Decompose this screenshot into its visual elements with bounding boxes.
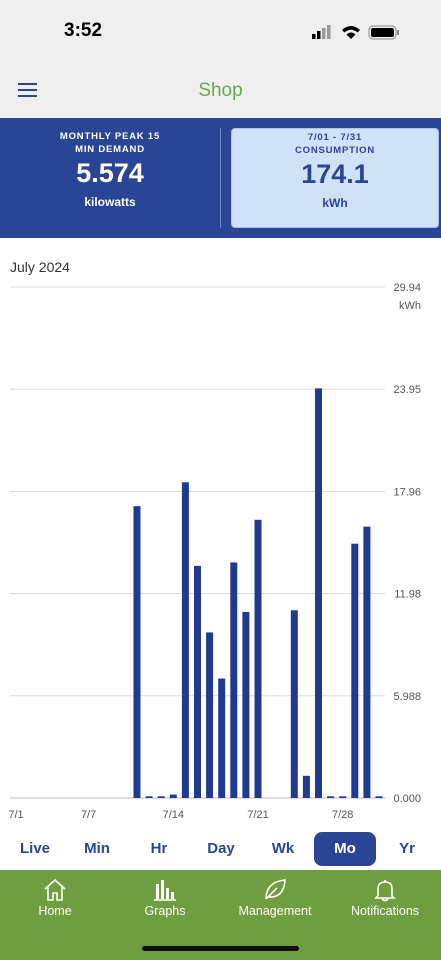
bar — [327, 796, 335, 798]
y-tick-label: 29.94 — [393, 282, 421, 294]
nav-label: Management — [238, 904, 312, 918]
bar — [339, 796, 347, 798]
bar — [290, 610, 298, 798]
card-label: 7/01 - 7/31 CONSUMPTION — [232, 131, 438, 157]
chart-title: July 2024 — [10, 259, 70, 275]
bell-icon — [374, 880, 396, 902]
tab[interactable]: Day — [207, 840, 235, 857]
nav-label: Graphs — [144, 904, 186, 918]
bar — [315, 388, 322, 798]
y-tick-label: 17.96 — [393, 486, 421, 498]
nav-item[interactable]: Management — [220, 878, 330, 918]
bar — [375, 796, 383, 798]
card-label: MONTHLY PEAK 15 MIN DEMAND — [10, 130, 210, 156]
bar — [242, 611, 250, 798]
label-line: MONTHLY PEAK 15 — [59, 131, 161, 142]
nav-label: Notifications — [350, 904, 420, 918]
page-title: Shop — [198, 80, 243, 101]
bar — [230, 562, 238, 798]
status-time: 3:52 — [64, 20, 103, 41]
leaf-icon — [265, 879, 286, 900]
y-unit: kWh — [399, 300, 421, 312]
y-tick-label: 23.95 — [393, 384, 421, 396]
nav-item[interactable]: Notifications — [330, 878, 440, 918]
bar — [254, 519, 262, 798]
label-line: 7/01 - 7/31 — [307, 132, 363, 143]
x-tick-label: 7/28 — [332, 809, 353, 821]
separator — [220, 128, 221, 228]
graphs-icon — [154, 880, 176, 901]
bar — [302, 775, 310, 798]
menu-button[interactable] — [18, 82, 38, 98]
x-tick-label: 7/21 — [247, 809, 268, 821]
tab[interactable]: Wk — [271, 840, 295, 857]
x-tick-label: 7/1 — [8, 809, 23, 821]
x-tick-label: 7/14 — [163, 809, 184, 821]
nav-label: Home — [38, 904, 72, 918]
home-indicator — [142, 946, 299, 951]
card-unit: kilowatts — [84, 195, 136, 209]
bar — [351, 543, 359, 798]
y-tick-label: 5.988 — [393, 691, 421, 703]
bar — [218, 678, 226, 798]
tab-bar: Live Min Hr Day Wk Mo Yr — [0, 832, 441, 868]
tab[interactable]: Hr — [150, 840, 168, 857]
top-bar — [0, 0, 441, 118]
home-icon — [44, 878, 66, 901]
bar — [206, 632, 214, 798]
bar — [157, 796, 165, 798]
x-tick-label: 7/7 — [81, 809, 96, 821]
bar — [363, 526, 371, 798]
bar — [181, 482, 189, 798]
summary-card[interactable]: MONTHLY PEAK 15 MIN DEMAND 5.574 kilowatt… — [10, 128, 210, 228]
bar — [145, 796, 153, 798]
tab[interactable]: Yr — [399, 840, 415, 857]
status-icons — [312, 25, 399, 40]
bar — [194, 565, 201, 798]
bar — [169, 794, 177, 798]
y-tick-label: 11.98 — [394, 589, 421, 601]
tab[interactable]: Min — [84, 840, 110, 857]
label-line: MIN DEMAND — [75, 144, 145, 155]
tab[interactable]: Mo — [314, 832, 376, 866]
card-value: 174.1 — [301, 159, 369, 189]
summary-card[interactable]: 7/01 - 7/31 CONSUMPTION 174.1 kWh — [231, 128, 439, 228]
tab[interactable]: Live — [19, 840, 50, 857]
bar — [133, 506, 141, 798]
card-value: 5.574 — [76, 158, 144, 188]
y-tick-label: 0.000 — [393, 793, 421, 805]
card-unit: kWh — [322, 196, 348, 210]
bottom-nav: Home Graphs Management Notifications — [0, 870, 441, 960]
chart: July 2024 0.000 5.988 11.98 17.96 23.95 29.94… — [8, 259, 421, 821]
label-line: CONSUMPTION — [294, 145, 376, 156]
nav-item[interactable]: Home — [0, 878, 110, 918]
nav-item[interactable]: Graphs — [110, 878, 220, 918]
